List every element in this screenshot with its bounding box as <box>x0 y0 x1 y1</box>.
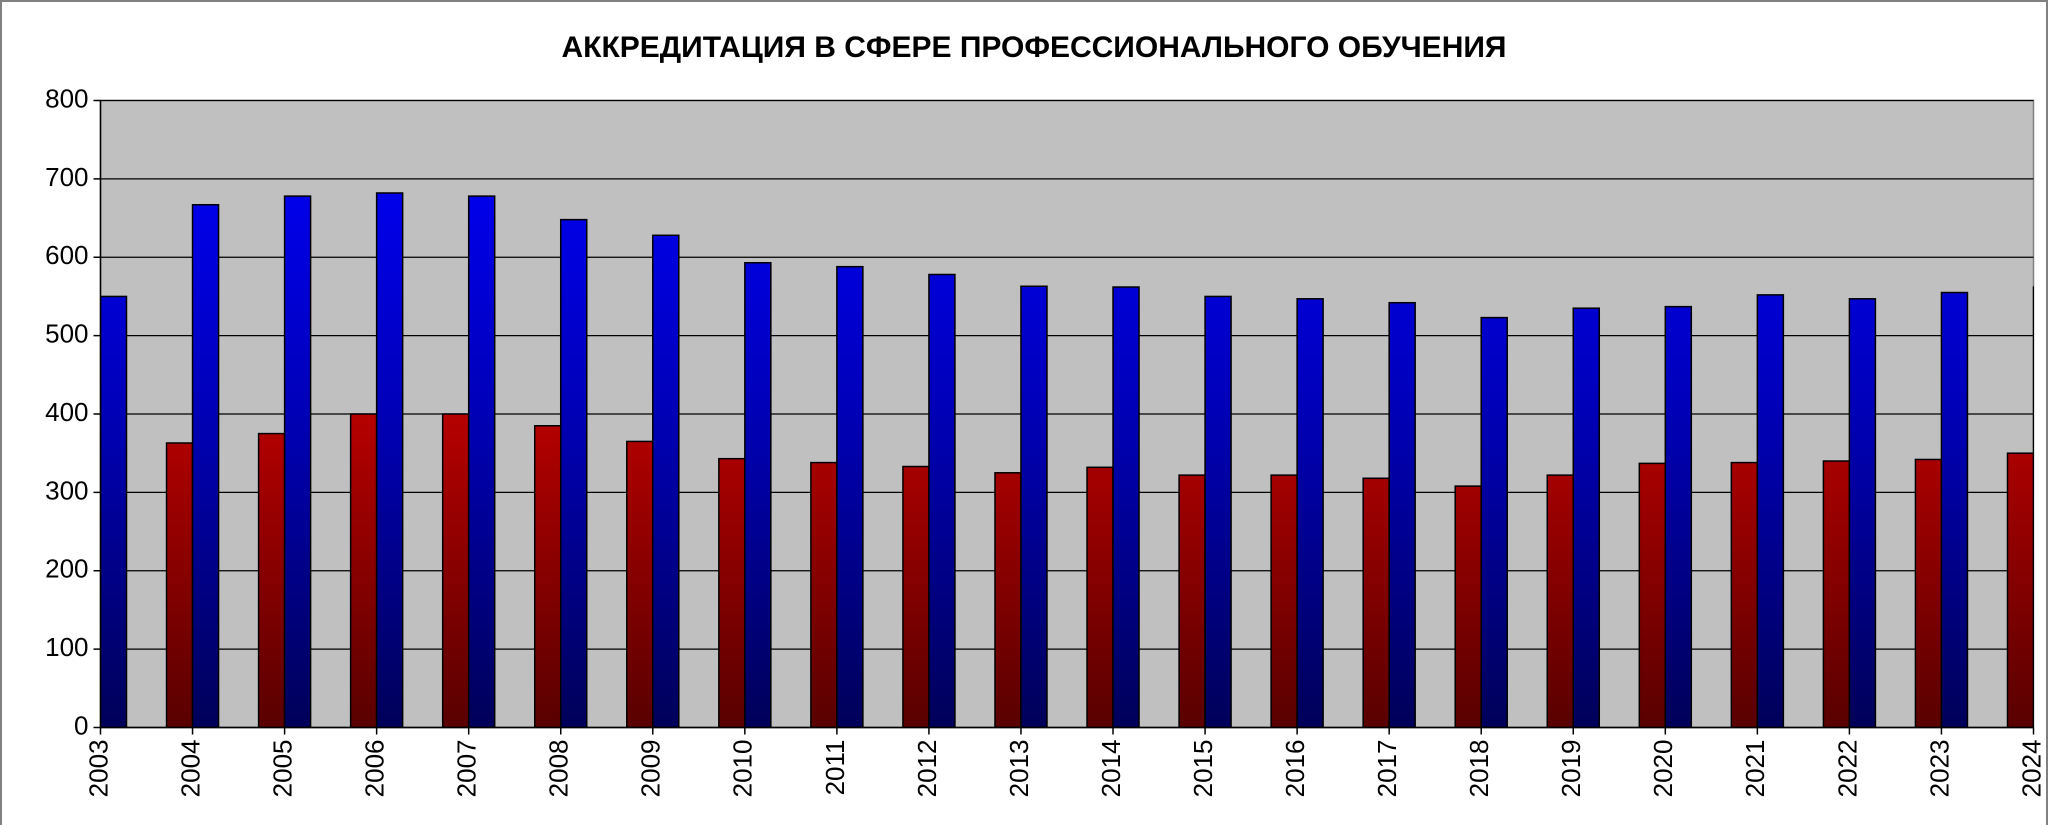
x-tick-label: 2018 <box>1464 740 1494 798</box>
x-tick-label: 2008 <box>544 740 574 798</box>
bar <box>559 218 588 728</box>
bar <box>744 261 772 728</box>
x-tick-label: 2015 <box>1188 740 1218 798</box>
bar <box>165 442 194 728</box>
x-tick-label: 2006 <box>360 740 390 798</box>
bar <box>349 413 378 728</box>
x-tick-label: 2013 <box>1004 740 1034 798</box>
x-tick-label: 2003 <box>83 740 113 798</box>
y-tick-label: 800 <box>45 83 88 113</box>
x-tick-label: 2023 <box>1924 740 1954 798</box>
y-tick-label: 100 <box>45 632 88 662</box>
x-tick-label: 2007 <box>452 740 482 798</box>
x-tick-label: 2009 <box>636 740 666 798</box>
x-tick-label: 2010 <box>728 740 758 798</box>
x-tick-label: 2019 <box>1556 740 1586 798</box>
chart-title: АККРЕДИТАЦИЯ В СФЕРЕ ПРОФЕССИОНАЛЬНОГО О… <box>562 31 1507 64</box>
y-tick-label: 400 <box>45 397 88 427</box>
x-tick-label: 2012 <box>912 740 942 798</box>
bar <box>810 461 838 728</box>
x-tick-label: 2014 <box>1096 740 1126 798</box>
bar <box>1204 295 1232 728</box>
bar <box>1112 286 1140 728</box>
x-tick-label: 2004 <box>175 740 205 798</box>
bar <box>100 295 128 728</box>
bar <box>1086 466 1114 728</box>
y-tick-label: 500 <box>45 319 88 349</box>
bar <box>718 457 746 728</box>
bar <box>2032 286 2034 728</box>
bar <box>1178 474 1206 728</box>
bar <box>441 413 470 728</box>
bar <box>283 195 312 728</box>
x-tick-label: 2016 <box>1280 740 1310 798</box>
bar <box>1362 477 1390 728</box>
bar <box>257 432 286 728</box>
bar <box>928 273 956 728</box>
bar <box>836 265 864 728</box>
bar <box>652 234 680 728</box>
bar <box>375 192 404 728</box>
y-tick-label: 200 <box>45 554 88 584</box>
bar <box>533 425 562 728</box>
bar <box>1020 285 1048 728</box>
bar <box>1730 461 1759 728</box>
bar <box>1546 474 1575 728</box>
bar <box>1572 307 1601 728</box>
x-tick-label: 2024 <box>2016 740 2046 798</box>
bar <box>1664 305 1693 728</box>
x-tick-label: 2017 <box>1372 740 1402 798</box>
bar <box>994 472 1022 728</box>
x-tick-label: 2005 <box>267 740 297 798</box>
bar <box>1296 298 1324 728</box>
y-tick-label: 300 <box>45 475 88 505</box>
bar <box>902 465 930 728</box>
x-tick-label: 2020 <box>1648 740 1678 798</box>
y-tick-label: 700 <box>45 162 88 192</box>
bar <box>1480 316 1508 728</box>
bar <box>626 440 654 728</box>
bar <box>1638 462 1667 728</box>
x-tick-label: 2011 <box>820 740 850 796</box>
bar <box>1940 291 1969 728</box>
x-tick-label: 2022 <box>1832 740 1862 798</box>
bar <box>1270 474 1298 728</box>
bar <box>467 195 496 728</box>
bar <box>1756 294 1785 728</box>
y-tick-label: 600 <box>45 240 88 270</box>
bar <box>1848 298 1877 728</box>
bar <box>1914 458 1943 728</box>
bar <box>191 203 220 728</box>
bar <box>2006 452 2034 728</box>
y-tick-label: 0 <box>74 710 88 740</box>
bar <box>1822 460 1851 728</box>
bar <box>1454 485 1482 728</box>
bar <box>1388 301 1416 728</box>
x-tick-label: 2021 <box>1740 740 1770 798</box>
